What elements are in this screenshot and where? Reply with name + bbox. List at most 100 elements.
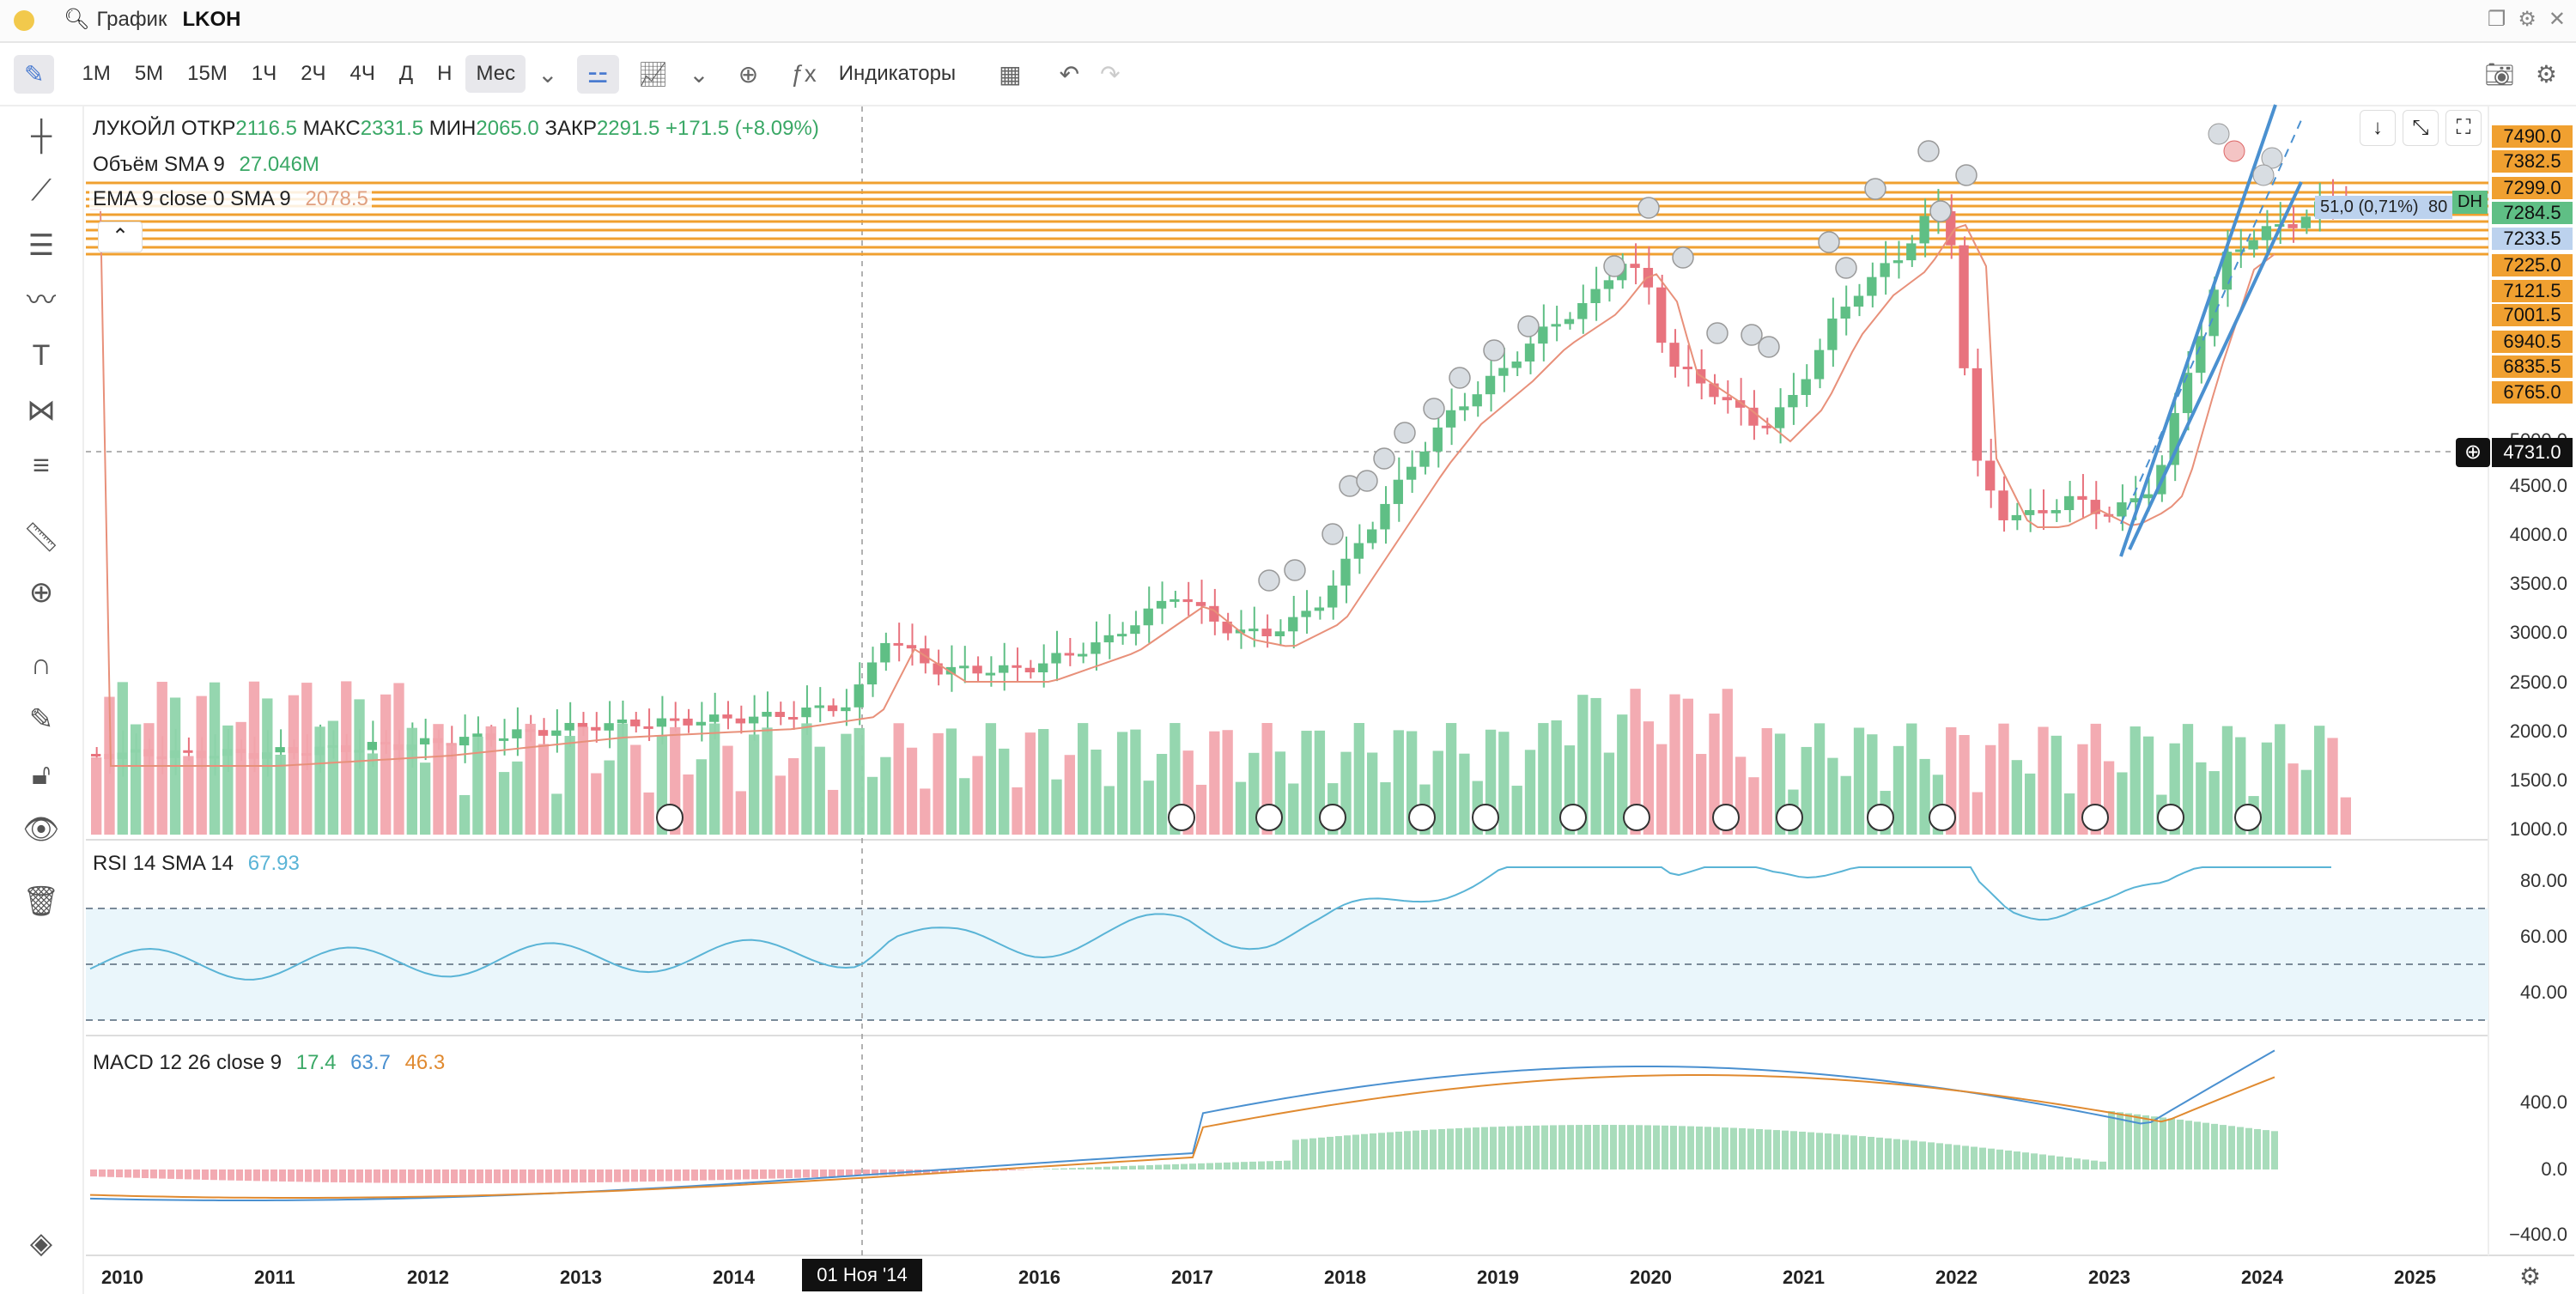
collapse-button[interactable]: ⤡ <box>2403 110 2439 146</box>
volume-bar <box>1024 732 1036 835</box>
zoom-icon[interactable]: ⊕ <box>28 576 54 609</box>
sell-marker <box>2223 140 2245 162</box>
rsi-line <box>89 866 2331 981</box>
restore-icon[interactable]: ❐ <box>2487 8 2506 31</box>
macd-histogram-bar <box>1825 1133 1832 1169</box>
window-dot[interactable] <box>14 10 34 31</box>
volume-bar <box>235 721 246 835</box>
interval-15m[interactable]: 15М <box>187 62 228 85</box>
ruler-icon[interactable]: 📏︎ <box>22 521 60 554</box>
gear-search-icon[interactable]: ⚙ <box>2535 60 2557 88</box>
settings-icon[interactable]: ⚙ <box>2518 8 2537 31</box>
layers-icon[interactable]: ◈ <box>29 1227 53 1260</box>
interval-2h[interactable]: 2Ч <box>301 62 326 85</box>
info-marker <box>1356 470 1378 492</box>
fib-icon[interactable]: ≡ <box>33 449 50 482</box>
add-compare-icon[interactable]: ⊕ <box>738 60 759 88</box>
macd-histogram-bar <box>1807 1132 1814 1169</box>
pattern-icon[interactable]: ⋈ <box>27 394 56 427</box>
volume-bar <box>2142 736 2154 835</box>
interval-1m[interactable]: 1М <box>82 62 111 85</box>
volume-bar <box>209 682 221 835</box>
scroll-down-button[interactable]: ↓ <box>2360 110 2396 146</box>
symbol-search[interactable]: 🔍︎ График LKOH <box>64 7 240 32</box>
camera-icon[interactable]: 📷︎ <box>2484 60 2515 88</box>
interval-month[interactable]: Мес <box>465 55 526 93</box>
horizontal-lines-icon[interactable]: ☰ <box>27 229 55 262</box>
macd-histogram-bar <box>820 1169 827 1177</box>
instrument-name: ЛУКОЙЛ <box>93 117 176 140</box>
macd-histogram-bar <box>863 1169 870 1176</box>
candle-body <box>893 642 903 646</box>
interval-day[interactable]: Д <box>398 62 414 85</box>
candle-body <box>1051 653 1061 664</box>
year-label: 2013 <box>560 1267 602 1288</box>
low-value: 2065.0 <box>476 117 539 140</box>
volume-bar <box>854 727 865 835</box>
fullscreen-button[interactable]: ⛶ <box>2445 110 2482 146</box>
brush-icon[interactable]: 〰 <box>27 284 56 317</box>
add-alert-button[interactable]: ⊕ <box>2456 438 2490 467</box>
macd-histogram-bar <box>665 1169 672 1182</box>
ticker-label[interactable]: LKOH <box>182 7 241 31</box>
eye-icon[interactable]: 👁︎ <box>22 813 60 846</box>
candle-body <box>1130 625 1140 635</box>
macd-histogram-bar <box>1653 1125 1660 1169</box>
volume-bar <box>683 774 694 835</box>
lock-drawing-icon[interactable]: ✎ <box>28 703 54 736</box>
macd-histogram-bar <box>1413 1130 1419 1169</box>
info-marker <box>1394 422 1416 444</box>
lock-icon[interactable]: 🔓︎ <box>31 758 52 791</box>
year-label: 2014 <box>713 1267 755 1288</box>
candle-body <box>709 714 720 722</box>
candle-body <box>1524 343 1535 362</box>
volume-bar <box>1630 689 1641 835</box>
trendline-icon[interactable]: ⟋ <box>31 174 52 207</box>
chart-type-chevron-icon[interactable]: ⌄ <box>689 60 709 88</box>
chevron-down-icon[interactable]: ⌄ <box>538 60 558 88</box>
interval-week[interactable]: Н <box>437 62 453 85</box>
volume-bar <box>1195 784 1207 835</box>
pencil-icon[interactable]: ✎ <box>14 54 55 94</box>
macd-histogram-bar <box>726 1169 732 1180</box>
candle-body <box>1551 324 1561 327</box>
indicators-button[interactable]: Индикаторы <box>838 62 957 85</box>
macd-legend[interactable]: MACD 12 26 close 9 17.4 63.7 46.3 <box>93 1051 445 1075</box>
volume-bar <box>1959 735 1970 835</box>
close-icon[interactable]: ✕ <box>2548 8 2566 31</box>
macd-histogram-bar <box>374 1169 380 1183</box>
layout-grid-icon[interactable]: ▦ <box>999 60 1022 88</box>
macd-histogram-bar <box>1816 1133 1823 1169</box>
indicators-icon[interactable]: ƒx <box>791 60 817 87</box>
interval-5m[interactable]: 5М <box>134 62 164 85</box>
volume-legend[interactable]: Объём SMA 9 27.046M <box>93 153 319 177</box>
channel-line-upper <box>2119 104 2277 557</box>
candle-body <box>1419 451 1430 467</box>
volume-bar <box>1156 754 1168 835</box>
title-bar: 🔍︎ График LKOH ❐ ⚙ ✕ <box>0 0 2576 43</box>
crosshair-icon[interactable]: ┼ <box>30 119 52 152</box>
undo-icon[interactable]: ↶ <box>1059 60 1080 88</box>
candles-icon[interactable]: ⚍ <box>576 54 619 94</box>
interval-1h[interactable]: 1Ч <box>251 62 277 85</box>
magnet-icon[interactable]: ∩ <box>30 648 52 681</box>
line-chart-icon[interactable]: 📈︎ <box>637 60 669 88</box>
collapse-legend-button[interactable]: ⌃ <box>98 222 143 252</box>
candle-body <box>1077 653 1088 657</box>
text-icon[interactable]: T <box>32 339 51 372</box>
macd-histogram-bar <box>1009 1169 1016 1170</box>
price-axis-label: 3000.0 <box>2509 622 2567 643</box>
volume-bar <box>1209 731 1220 835</box>
change-value: +171.5 (+8.09%) <box>665 117 819 140</box>
redo-icon[interactable]: ↷ <box>1100 60 1121 88</box>
candle-body <box>1024 667 1036 673</box>
volume-bar <box>1853 727 1865 835</box>
macd-histogram-bar <box>1533 1125 1540 1169</box>
interval-4h[interactable]: 4Ч <box>349 62 375 85</box>
volume-bar <box>341 681 352 835</box>
axis-settings-icon[interactable]: ⚙ <box>2519 1263 2542 1290</box>
ema-legend[interactable]: EMA 9 close 0 SMA 9 2078.5 <box>89 187 372 211</box>
rsi-legend[interactable]: RSI 14 SMA 14 67.93 <box>93 852 300 876</box>
trash-icon[interactable]: 🗑︎ <box>22 885 60 918</box>
